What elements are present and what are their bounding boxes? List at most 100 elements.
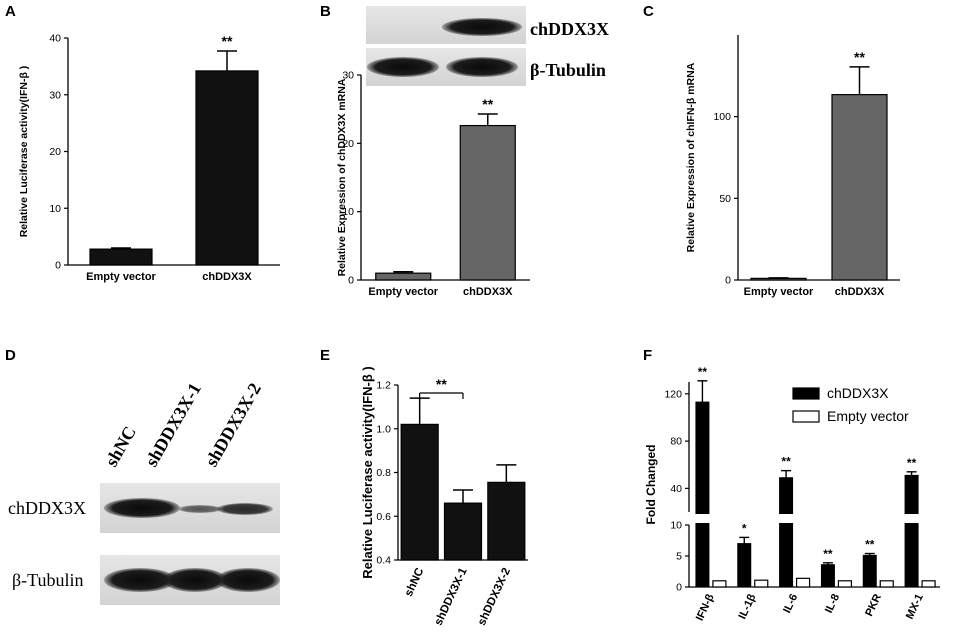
chart-f-bar-s0-3: [820, 564, 835, 588]
chart-a-bar-1: [195, 70, 259, 266]
chart-b-y-tick-label-3: 30: [342, 70, 354, 82]
chart-f-annotation-3: **: [823, 547, 833, 561]
blot-d-band-6: [216, 568, 280, 592]
chart-f-annotation-2: **: [781, 455, 791, 469]
blot-b-band-chddx3x: [442, 18, 522, 36]
panel-letter-a: A: [5, 3, 16, 20]
chart-a-y-tick-label-4: 40: [49, 33, 61, 45]
chart-b-annotation-1: **: [482, 96, 493, 112]
blot-b: chDDX3X β-Tubulin: [366, 6, 609, 86]
chart-f-annotation-1: *: [742, 521, 747, 535]
chart-f: 0 5 10 40 80 120 ** IFN-β * IL-1β ** IL-6 ** IL-8 ** PK…: [644, 365, 942, 623]
chart-f-x-label-2: IL-6: [781, 592, 800, 615]
chart-f-bar-s1-0: [712, 580, 727, 588]
chart-a-annotation-1: **: [222, 33, 233, 49]
chart-e-y-tick-label-1: 0.6: [376, 511, 391, 523]
panel-letter-d: D: [5, 347, 16, 364]
chart-f-bar-s0-4: [862, 554, 877, 588]
chart-f-annotation-0: **: [698, 365, 708, 379]
chart-a-y-tick-label-3: 30: [49, 89, 61, 101]
chart-f-legend-label-1: Empty vector: [827, 408, 909, 424]
chart-e-bar-1: [443, 502, 483, 561]
chart-c-bar-1: [831, 94, 888, 281]
chart-e-bar-0: [400, 423, 439, 561]
chart-c: 0 50 100 Empty vector ** chDDX3X Relative Expr…: [685, 35, 900, 298]
blot-b-label-1: chDDX3X: [530, 19, 609, 39]
chart-b-x-label-0: Empty vector: [368, 286, 438, 298]
blot-d-band-2: [178, 505, 222, 513]
chart-a-y-tick-label-2: 20: [49, 146, 61, 158]
chart-f-legend-label-0: chDDX3X: [827, 385, 889, 401]
chart-e-y-tick-label-3: 1.0: [376, 423, 391, 435]
chart-f-bar-s0-1: [737, 543, 752, 588]
chart-f-y-axis-label: Fold Changed: [644, 445, 658, 525]
chart-a-y-tick-label-0: 0: [55, 260, 61, 272]
chart-e-x-label-1: shDDX3X-1: [433, 566, 470, 628]
chart-f-legend-swatch-1: [792, 410, 820, 423]
chart-f-y-tick-label-1: 5: [676, 551, 682, 563]
chart-f-y-tick-label-3: 40: [670, 483, 682, 495]
chart-e-y-tick-label-4: 1.2: [376, 380, 391, 392]
chart-b-y-axis-label: Relative Expression of chDDX3X mRNA: [336, 78, 348, 276]
chart-a-y-tick-label-1: 10: [49, 203, 61, 215]
chart-e-y-axis-label: Relative Luciferase activity(IFN-β ): [360, 366, 375, 578]
blot-d-lane-label-3: shDDX3X-2: [201, 379, 265, 470]
chart-f-bar-s1-3: [837, 580, 853, 588]
chart-c-y-tick-label-0: 0: [725, 275, 731, 287]
chart-a-bar-0: [89, 248, 153, 266]
chart-f-axis-break-gap: [681, 514, 942, 523]
chart-f-bar-s0-0: [695, 401, 710, 588]
chart-f-bar-s1-1: [754, 579, 769, 588]
chart-f-y-tick-label-4: 80: [670, 436, 682, 448]
chart-e: 0.4 0.6 0.8 1.0 1.2 shNC shDDX3X-1 shDDX3X-2 ** R…: [360, 366, 528, 627]
chart-f-annotation-5: **: [907, 456, 917, 470]
chart-c-y-tick-label-1: 50: [719, 193, 731, 205]
chart-f-annotation-4: **: [865, 538, 875, 552]
chart-a-x-label-1: chDDX3X: [202, 271, 252, 283]
chart-f-legend-swatch-0: [792, 387, 820, 400]
chart-f-bar-s0-5: [904, 474, 919, 588]
chart-f-x-label-0: IFN-β: [694, 592, 717, 623]
blot-d-band-4: [104, 568, 176, 592]
chart-e-x-label-2: shDDX3X-2: [476, 566, 513, 627]
chart-b-y-tick-label-1: 10: [342, 206, 354, 218]
panel-letter-c: C: [643, 3, 654, 20]
chart-b: 0 10 20 30 Empty vector ** chDDX3X Relative Exp…: [336, 70, 530, 298]
chart-f-y-tick-label-5: 120: [664, 388, 682, 400]
chart-e-y-tick-label-2: 0.8: [376, 467, 391, 479]
chart-f-bar-s1-2: [795, 577, 811, 588]
blot-b-label-2: β-Tubulin: [530, 60, 606, 80]
chart-c-annotation-1: **: [854, 49, 865, 65]
panel-letter-e: E: [320, 347, 330, 364]
chart-a: 0 10 20 30 40 Empty vector ** chDDX3X Relative L…: [18, 33, 280, 283]
chart-b-y-tick-label-0: 0: [348, 275, 354, 287]
chart-b-bar-1: [459, 124, 516, 281]
chart-c-y-axis-label: Relative Expression of chIFN-β mRNA: [685, 62, 697, 252]
chart-f-x-label-3: IL-8: [823, 592, 842, 615]
panel-letter-b: B: [320, 3, 331, 20]
chart-a-y-axis-label: Relative Luciferase activity(IFN-β ): [18, 66, 30, 238]
blot-d-band-3: [217, 503, 273, 515]
panel-letter-f: F: [643, 347, 652, 364]
chart-c-y-tick-label-2: 100: [713, 111, 731, 123]
chart-c-x-label-1: chDDX3X: [835, 286, 885, 298]
blot-b-band-tubulin-1: [367, 57, 439, 77]
chart-c-x-label-0: Empty vector: [744, 286, 814, 298]
chart-f-bar-s0-2: [779, 477, 794, 588]
chart-f-y-tick-label-0: 0: [676, 582, 682, 594]
chart-b-bar-0: [375, 272, 432, 281]
chart-f-bar-s1-5: [921, 580, 936, 588]
blot-d-band-5: [163, 568, 227, 592]
chart-e-x-label-0: shNC: [403, 566, 427, 598]
blot-d: shNC shDDX3X-1 shDDX3X-2 chDDX3X β-Tubul…: [8, 379, 280, 605]
blot-d-label-2: β-Tubulin: [12, 570, 84, 590]
chart-f-x-label-1: IL-1β: [736, 592, 758, 621]
chart-f-bar-s1-4: [879, 580, 894, 588]
blot-d-lane-label-1: shNC: [101, 423, 140, 470]
chart-e-bar-2: [487, 481, 526, 561]
chart-f-x-label-5: MX-1: [904, 592, 926, 621]
chart-b-x-label-1: chDDX3X: [463, 286, 513, 298]
blot-d-band-1: [104, 498, 180, 518]
chart-b-y-tick-label-2: 20: [342, 138, 354, 150]
